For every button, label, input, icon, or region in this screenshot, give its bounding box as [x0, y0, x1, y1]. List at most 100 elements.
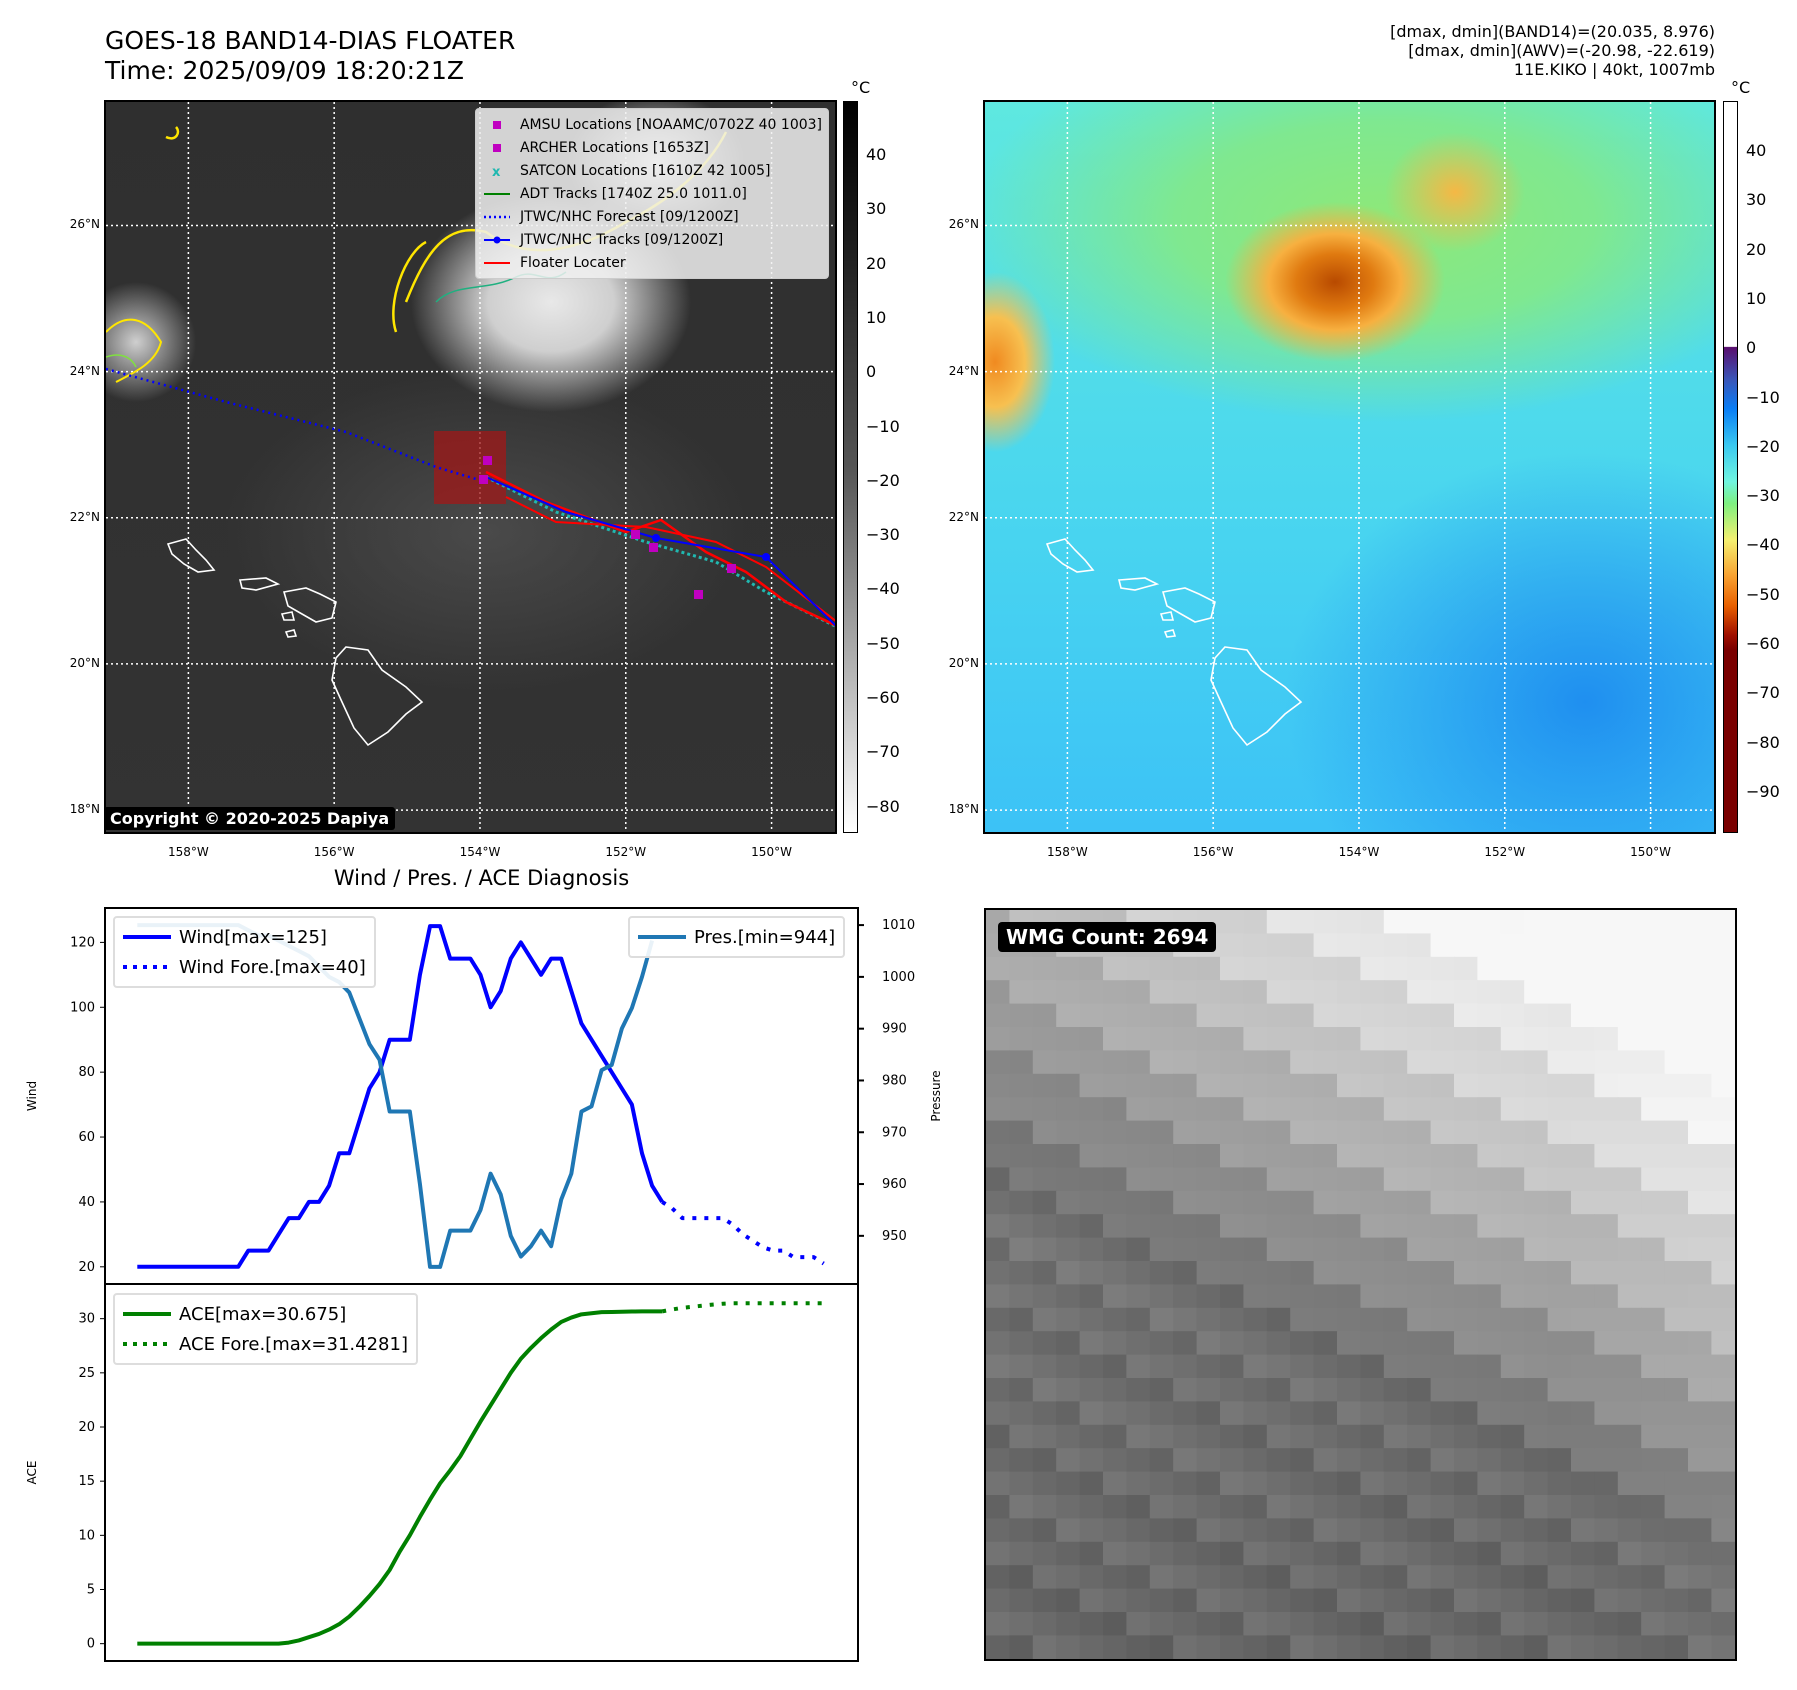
wmg-pixel: [1524, 1261, 1549, 1285]
colorbar-tick: 10: [1746, 288, 1767, 308]
wmg-pixel: [986, 1401, 1010, 1426]
wmg-pixel: [1594, 1073, 1619, 1098]
wmg-pixel: [1009, 1237, 1034, 1262]
lon-label: 158°W: [167, 845, 209, 859]
wmg-pixel: [1173, 1097, 1198, 1122]
wmg-pixel: [1079, 1261, 1104, 1285]
storm-info: 11E.KIKO | 40kt, 1007mb: [1513, 60, 1715, 79]
wmg-pixel: [1477, 1612, 1502, 1636]
wmg-pixel: [1360, 1050, 1385, 1075]
wmg-pixel: [1360, 980, 1385, 1005]
wmg-pixel: [1454, 1518, 1478, 1543]
wmg-pixel: [1594, 980, 1619, 1005]
wmg-pixel: [1032, 1612, 1057, 1636]
wmg-pixel: [1243, 1612, 1268, 1636]
wmg-pixel: [1266, 1003, 1291, 1028]
wmg-pixel: [1266, 1378, 1291, 1402]
wmg-pixel: [1524, 1073, 1549, 1098]
wmg-pixel: [1617, 1331, 1642, 1356]
wmg-pixel: [1103, 1261, 1127, 1285]
wmg-pixel: [1009, 1612, 1034, 1636]
wmg-pixel: [1547, 1214, 1572, 1239]
wmg-pixel: [1173, 1401, 1198, 1426]
wmg-pixel: [1103, 1495, 1127, 1519]
wmg-pixel: [1430, 1214, 1455, 1239]
wmg-pixel: [1313, 980, 1338, 1005]
ir-map: AMSU Locations [NOAAMC/0702Z 40 1003] ARC…: [104, 100, 837, 834]
wmg-pixel: [1149, 1167, 1174, 1192]
wmg-pixel: [1641, 1448, 1666, 1473]
wmg-pixel: [1126, 1261, 1151, 1285]
floater-box: [434, 431, 506, 504]
wmg-pixel: [1641, 933, 1666, 958]
wmg-pixel: [1220, 1612, 1244, 1636]
wmg-pixel: [1594, 1237, 1619, 1262]
wmg-pixel: [1290, 1612, 1315, 1636]
wmg-pixel: [1079, 1190, 1104, 1215]
wmg-pixel: [1711, 1612, 1735, 1636]
colorbar-tick: −80: [1746, 732, 1780, 752]
wmg-pixel: [1337, 956, 1361, 981]
wmg-pixel: [1079, 980, 1104, 1005]
wmg-pixel: [1477, 1214, 1502, 1239]
wmg-pixel: [1360, 1565, 1385, 1590]
y-tick-label: 25: [78, 1366, 95, 1381]
legend-symbol-icon: [482, 119, 512, 131]
wmg-pixel: [1032, 1378, 1057, 1402]
wmg-pixel: [1056, 1518, 1081, 1543]
wmg-pixel: [1290, 1448, 1315, 1473]
wmg-pixel: [1383, 1588, 1408, 1613]
wmg-pixel: [1547, 1518, 1572, 1543]
wmg-pixel: [1711, 1331, 1735, 1356]
lat-label: 20°N: [69, 655, 100, 670]
wmg-pixel: [1360, 1190, 1385, 1215]
wmg-pixel: [1594, 1518, 1619, 1543]
wmg-pixel: [1477, 1284, 1502, 1309]
wmg-pixel: [1266, 956, 1291, 981]
lat-label: 26°N: [69, 217, 100, 232]
wmg-pixel: [1430, 1612, 1455, 1636]
wmg-pixel: [1477, 1635, 1502, 1659]
wmg-pixel: [1220, 1073, 1244, 1098]
wmg-pixel: [1454, 910, 1478, 934]
wmg-pixel: [1103, 1424, 1127, 1449]
legend-symbol-icon: [482, 211, 512, 223]
wmg-pixel: [1664, 1284, 1689, 1309]
lat-label: 24°N: [948, 363, 979, 378]
wmg-pixel: [1313, 1284, 1338, 1309]
wmg-pixel: [1009, 1261, 1034, 1285]
wmg-pixel: [1477, 1097, 1502, 1122]
colorbar-tick: −20: [866, 470, 900, 490]
wmg-pixel: [1126, 980, 1151, 1005]
wmg-pixel: [1500, 1378, 1525, 1402]
legend-item: AMSU Locations [NOAAMC/0702Z 40 1003]: [482, 113, 822, 136]
wmg-pixel: [1383, 1354, 1408, 1379]
wmg-pixel: [1664, 1354, 1689, 1379]
wmg-pixel: [1594, 1635, 1619, 1659]
wmg-pixel: [1477, 1027, 1502, 1051]
wmg-pixel: [1500, 910, 1525, 934]
wmg-pixel: [1313, 1448, 1338, 1473]
wmg-pixel: [986, 1097, 1010, 1122]
wmg-pixel: [1337, 1144, 1361, 1168]
wmg-pixel: [1126, 1588, 1151, 1613]
wmg-pixel: [1688, 1027, 1712, 1051]
wmg-pixel: [1571, 1073, 1595, 1098]
wmg-pixel: [1500, 1471, 1525, 1496]
wmg-pixel: [1454, 1401, 1478, 1426]
wmg-pixel: [1360, 1144, 1385, 1168]
wmg-pixel: [1688, 1214, 1712, 1239]
wmg-pixel: [1313, 1027, 1338, 1051]
y-tick-label: 20: [78, 1260, 95, 1275]
wmg-pixel: [1079, 1635, 1104, 1659]
wmg-pixel: [1477, 1424, 1502, 1449]
wmg-pixel: [1173, 1448, 1198, 1473]
wmg-pixel: [1594, 1190, 1619, 1215]
wmg-pixel: [1477, 1401, 1502, 1426]
wmg-pixel: [1009, 980, 1034, 1005]
wmg-pixel: [1383, 1448, 1408, 1473]
wmg-pixel: [1266, 1167, 1291, 1192]
wmg-pixel: [1290, 1003, 1315, 1028]
wmg-pixel: [986, 1565, 1010, 1590]
